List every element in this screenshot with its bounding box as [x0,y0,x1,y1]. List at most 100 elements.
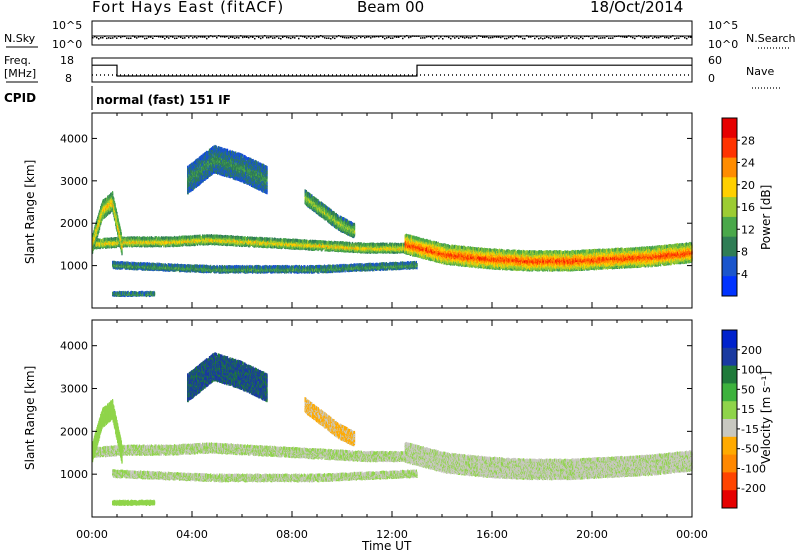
noise-point [206,38,208,40]
noise-point [318,36,320,38]
noise-point [120,37,122,39]
nave-label: Nave [746,65,774,78]
noise-point [310,38,312,40]
noise-point [246,37,248,39]
noise-point [458,38,460,40]
noise-point [392,37,394,39]
noise-point [462,37,464,39]
noise-point [678,37,680,39]
nsky-label: N.Sky [4,32,36,45]
noise-point [236,37,238,39]
noise-point [164,38,166,40]
noise-point [174,38,176,40]
noise-point [560,37,562,39]
noise-point [500,37,502,39]
noise-point [360,37,362,39]
noise-point [232,37,234,39]
noise-point [112,37,114,39]
noise-point [266,37,268,39]
noise-point [632,37,634,39]
noise-right-tick-top: 10^5 [708,19,738,32]
noise-point [508,37,510,39]
noise-point [332,37,334,39]
noise-point [196,37,198,39]
noise-point [304,36,306,38]
noise-point [344,37,346,39]
noise-point [108,37,110,39]
noise-point [280,38,282,40]
noise-point [230,36,232,38]
noise-point [386,37,388,39]
noise-point [282,37,284,39]
noise-point [668,37,670,39]
noise-point [464,37,466,39]
noise-point [676,37,678,39]
noise-point [130,38,132,40]
noise-point [554,37,556,39]
noise-point [388,37,390,39]
noise-point [274,37,276,39]
noise-point [166,36,168,38]
noise-point [684,37,686,39]
noise-point [182,38,184,40]
noise-frame [92,21,692,45]
noise-point [334,38,336,40]
noise-point [180,37,182,39]
noise-point [408,37,410,39]
noise-point [330,38,332,40]
noise-point [348,37,350,39]
noise-point [448,37,450,39]
noise-point [524,38,526,40]
noise-point [234,38,236,40]
noise-point [326,38,328,40]
noise-point [666,37,668,39]
noise-point [542,38,544,40]
noise-point [184,37,186,39]
noise-point [644,37,646,39]
noise-point [152,38,154,40]
date-title: 18/Oct/2014 [590,0,683,16]
noise-point [550,38,552,40]
noise-point [612,37,614,39]
noise-point [432,38,434,40]
noise-point [228,37,230,39]
noise-point [298,38,300,40]
noise-point [356,37,358,39]
noise-point [590,38,592,40]
noise-point [598,38,600,40]
noise-point [290,38,292,40]
noise-point [670,36,672,38]
noise-point [470,37,472,39]
noise-point [384,38,386,40]
noise-point [260,38,262,40]
figure: Fort Hays East (fitACF) Beam 00 18/Oct/2… [0,0,800,554]
noise-point [648,37,650,39]
noise-point [92,37,94,39]
noise-point [146,38,148,40]
noise-point [98,38,100,40]
noise-point [354,38,356,40]
noise-point [192,37,194,39]
cpid-value: normal (fast) 151 IF [96,93,231,107]
noise-point [110,38,112,40]
noise-point [128,38,130,40]
noise-point [484,36,486,38]
noise-point [506,38,508,40]
noise-point [582,38,584,40]
noise-point [504,38,506,40]
noise-point [604,37,606,39]
noise-point [370,37,372,39]
noise-point [652,37,654,39]
noise-point [476,37,478,39]
noise-point [238,37,240,39]
freq-frame [92,58,692,82]
noise-point [566,37,568,39]
noise-point [548,37,550,39]
noise-point [102,37,104,39]
noise-point [466,37,468,39]
noise-point [148,36,150,38]
noise-point [134,36,136,38]
noise-point [168,37,170,39]
noise-point [188,37,190,39]
noise-point [522,38,524,40]
